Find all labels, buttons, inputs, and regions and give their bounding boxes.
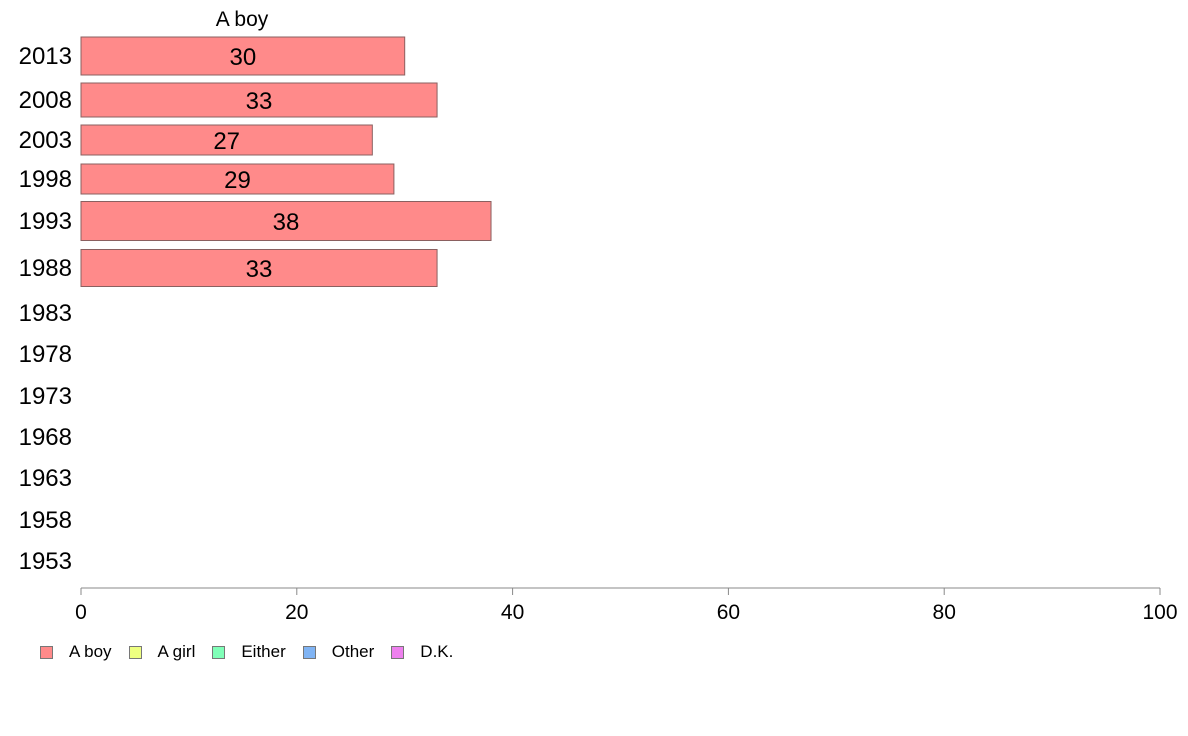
y-tick-label: 1958 bbox=[19, 507, 72, 534]
y-tick-label: 1988 bbox=[19, 255, 72, 282]
legend-label: D.K. bbox=[420, 642, 454, 661]
y-tick-label: 1973 bbox=[19, 383, 72, 410]
x-tick-label: 60 bbox=[717, 601, 740, 624]
y-tick-label: 2003 bbox=[19, 127, 72, 154]
legend-label: A girl bbox=[157, 642, 196, 661]
x-tick-label: 80 bbox=[933, 601, 956, 624]
y-tick-label: 2008 bbox=[19, 87, 72, 114]
chart-title: A boy bbox=[216, 8, 269, 31]
legend-item: D.K. bbox=[391, 642, 453, 662]
y-tick-label: 1998 bbox=[19, 166, 72, 193]
bar-value-label: 38 bbox=[273, 209, 300, 236]
legend-label: Other bbox=[331, 642, 375, 661]
bar-value-label: 29 bbox=[224, 167, 251, 194]
bar-2003 bbox=[80, 124, 373, 156]
x-tick-label: 20 bbox=[285, 601, 308, 624]
legend-swatch bbox=[391, 645, 405, 659]
legend-swatch bbox=[128, 645, 142, 659]
legend-label: Either bbox=[241, 642, 286, 661]
legend: A boy A girl Either Other D.K. bbox=[40, 642, 470, 662]
y-tick-label: 1963 bbox=[19, 465, 72, 492]
legend-swatch bbox=[212, 645, 226, 659]
y-tick-label: 1968 bbox=[19, 424, 72, 451]
y-tick-label: 1993 bbox=[19, 208, 72, 235]
x-tick-label: 100 bbox=[1142, 601, 1177, 624]
bar-value-label: 33 bbox=[246, 88, 273, 115]
legend-item: A boy bbox=[40, 642, 112, 662]
bar-value-label: 30 bbox=[229, 44, 256, 71]
y-tick-label: 1953 bbox=[19, 548, 72, 575]
y-tick-label: 1983 bbox=[19, 300, 72, 327]
bar-2008 bbox=[80, 82, 438, 118]
legend-swatch bbox=[40, 645, 53, 659]
y-tick-label: 1978 bbox=[19, 341, 72, 368]
legend-label: A boy bbox=[69, 642, 112, 661]
bar-1998 bbox=[80, 163, 395, 195]
legend-item: A girl bbox=[128, 642, 196, 662]
bar-1988 bbox=[80, 249, 438, 287]
y-axis-labels: 2013 2008 2003 1998 1993 1988 1983 1978 1973 1968… bbox=[19, 43, 72, 575]
bar-1993 bbox=[80, 201, 492, 241]
legend-swatch bbox=[302, 645, 316, 659]
legend-item: Other bbox=[302, 642, 375, 662]
bar-value-label: 27 bbox=[213, 128, 240, 155]
legend-item: Either bbox=[212, 642, 286, 662]
x-tick-label: 0 bbox=[75, 601, 87, 624]
y-tick-label: 2013 bbox=[19, 43, 72, 70]
x-axis: 0 20 40 60 80 100 bbox=[75, 587, 1178, 624]
bar-2013 bbox=[80, 36, 406, 76]
bar-value-label: 33 bbox=[246, 256, 273, 283]
x-tick-label: 40 bbox=[501, 601, 524, 624]
